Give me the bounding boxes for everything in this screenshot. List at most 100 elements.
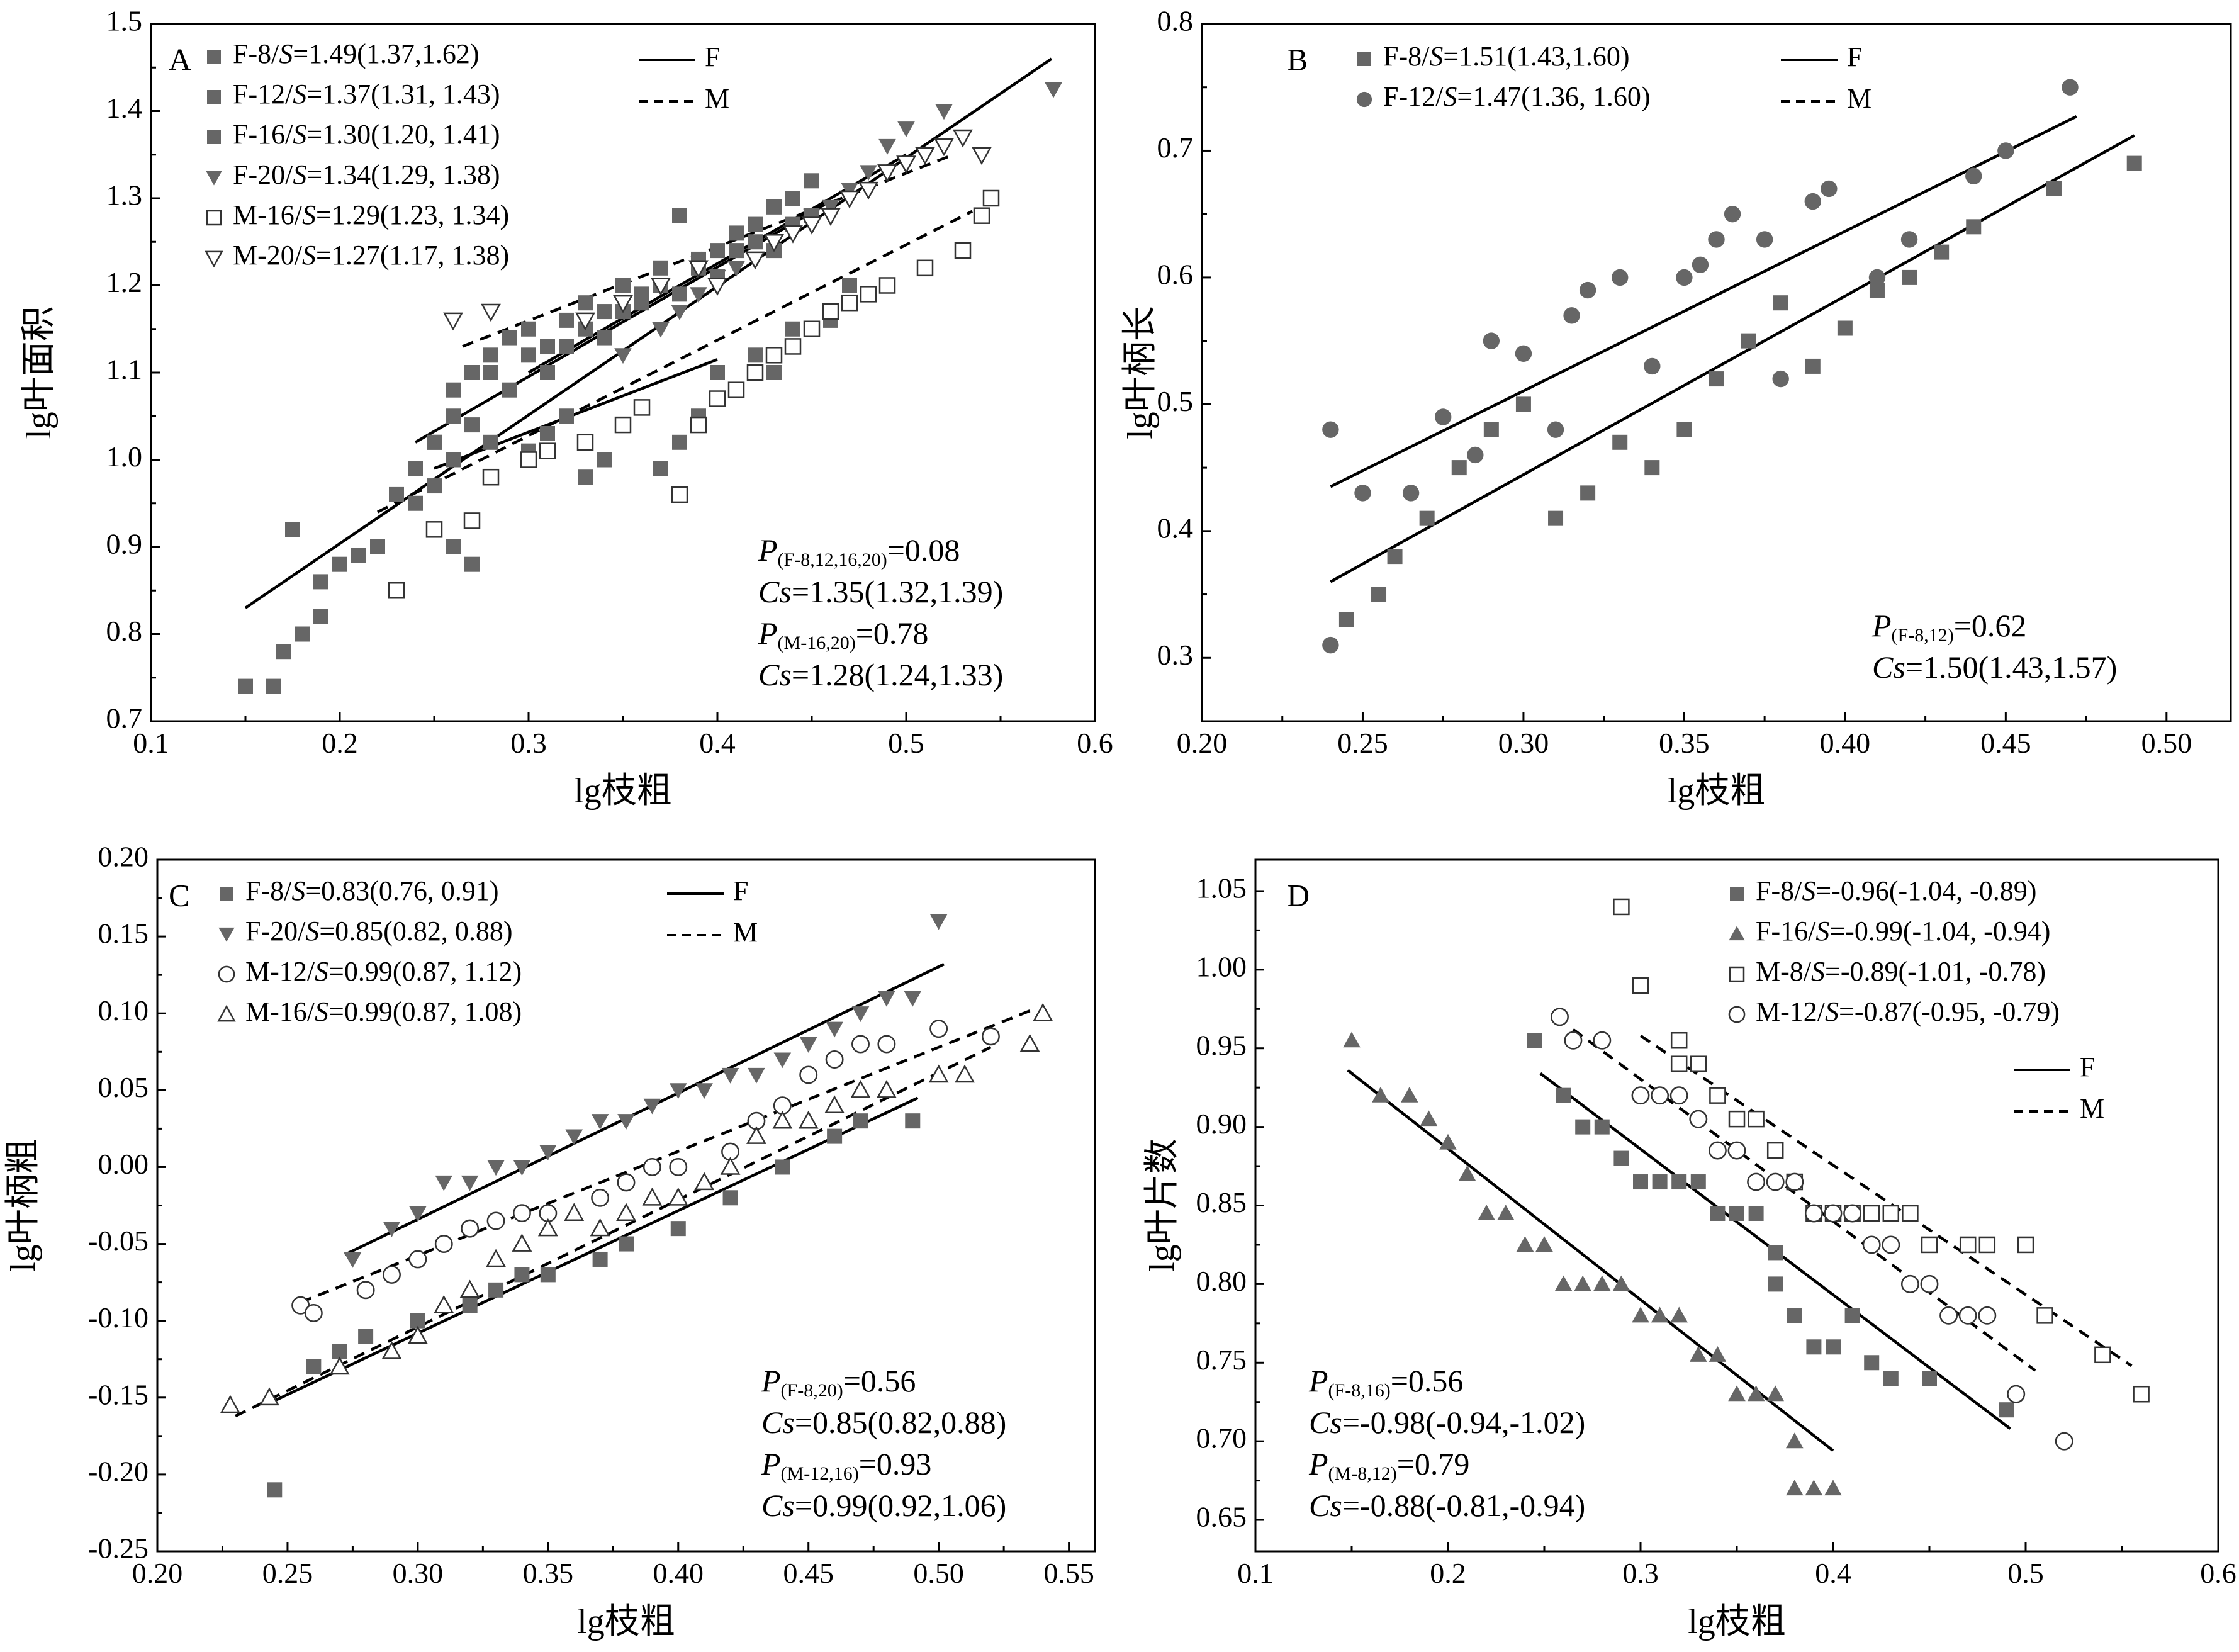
- data-point: [512, 1204, 531, 1223]
- data-point: [634, 286, 649, 302]
- data-point: [878, 138, 896, 155]
- data-point: [459, 1279, 480, 1298]
- data-point: [464, 365, 480, 380]
- data-point: [2126, 155, 2142, 171]
- legend-label: M-8/S=-0.89(-1.01, -0.78): [1756, 956, 2046, 987]
- data-point: [427, 478, 442, 494]
- data-point: [878, 991, 895, 1007]
- data-point: [1644, 460, 1660, 476]
- data-point: [1748, 1205, 1764, 1221]
- x-tick-label: 0.25: [262, 1557, 313, 1589]
- data-point: [463, 512, 481, 529]
- data-point: [486, 1249, 506, 1267]
- data-point: [539, 1144, 557, 1160]
- y-tick-label: 0.95: [1196, 1029, 1247, 1061]
- data-point: [2007, 1385, 2026, 1403]
- data-point: [669, 1083, 687, 1099]
- data-point: [464, 417, 480, 433]
- data-point: [1766, 1385, 1784, 1402]
- x-tick-label: 0.45: [783, 1557, 834, 1589]
- data-point: [851, 1006, 870, 1023]
- stat-cs-value: Cs=0.85(0.82,0.88): [761, 1405, 1006, 1440]
- data-point: [670, 1221, 686, 1237]
- data-point: [2094, 1346, 2111, 1364]
- line-legend: FM: [2014, 1052, 2104, 1124]
- data-point: [929, 914, 948, 930]
- data-point: [614, 416, 632, 434]
- stat-p-subscript: (F-8,16): [1328, 1380, 1391, 1401]
- data-point: [1862, 1235, 1881, 1254]
- legend-label: M-20/S=1.27(1.17, 1.38): [233, 240, 509, 271]
- data-point: [1747, 1385, 1765, 1402]
- data-point: [915, 147, 935, 166]
- legend-marker: [207, 50, 221, 64]
- y-tick-label: 0.85: [1196, 1186, 1247, 1218]
- data-point: [853, 1113, 868, 1129]
- data-point: [443, 312, 463, 331]
- stat-cs-number: =1.50(1.43,1.57): [1905, 649, 2118, 685]
- line-legend-label: M: [1847, 83, 1871, 114]
- data-point: [671, 305, 688, 320]
- y-tick-label: 0.20: [98, 841, 149, 873]
- data-point: [483, 347, 498, 363]
- data-point: [483, 365, 498, 380]
- stat-p-value: P(F-8,20)=0.56: [761, 1363, 916, 1400]
- data-point: [672, 286, 687, 302]
- data-point: [643, 1157, 661, 1176]
- data-point: [388, 582, 405, 599]
- data-point: [1900, 231, 1918, 248]
- y-tick-label: 1.5: [106, 5, 143, 37]
- data-point: [1354, 485, 1371, 502]
- y-tick-label: -0.20: [88, 1455, 149, 1487]
- x-tick-label: 0.5: [888, 727, 924, 759]
- plot-frame: [1201, 23, 2232, 722]
- legend-marker: [220, 887, 233, 901]
- data-point: [642, 1187, 663, 1206]
- data-point: [1747, 1172, 1766, 1191]
- line-legend: FM: [667, 875, 758, 948]
- data-point: [1516, 1236, 1534, 1252]
- data-point: [1420, 1110, 1438, 1127]
- data-point: [1322, 636, 1339, 654]
- data-point: [408, 495, 423, 511]
- legend: F-8/S=0.83(0.76, 0.91) F-20/S=0.85(0.82, …: [217, 875, 522, 1027]
- data-point: [1902, 269, 1917, 285]
- legend-marker: [1728, 1006, 1746, 1023]
- data-point: [540, 1267, 556, 1283]
- panel-b: 0.20 0.25 0.30 0.35 0.40 0.45 0.50 0.3 0.4 0.5 0.6…: [1121, 5, 2232, 811]
- y-tick-label: 1.0: [106, 441, 143, 473]
- legend-marker: [205, 250, 223, 268]
- y-tick-label: -0.05: [88, 1225, 149, 1257]
- x-tick-label: 0.3: [510, 727, 547, 759]
- data-point: [1804, 193, 1821, 210]
- legend-marker: [207, 130, 221, 144]
- data-point: [1690, 1346, 1707, 1362]
- x-axis: 0.20 0.25 0.30 0.35 0.40 0.45 0.50 0.55: [132, 1542, 1094, 1589]
- data-point: [671, 486, 688, 503]
- data-point: [487, 1160, 505, 1176]
- x-tick-label: 0.6: [1077, 727, 1113, 759]
- data-point: [1019, 1033, 1040, 1052]
- data-point: [1612, 434, 1628, 450]
- data-point: [860, 165, 877, 181]
- series-points: [220, 1003, 1053, 1413]
- data-point: [804, 173, 819, 189]
- data-point: [425, 521, 443, 538]
- y-tick-label: 1.4: [106, 92, 143, 124]
- data-point: [427, 434, 442, 450]
- data-point: [1497, 1205, 1515, 1221]
- legend-label: M-12/S=-0.87(-0.95, -0.79): [1756, 996, 2060, 1027]
- x-tick-label: 0.20: [132, 1557, 183, 1589]
- series-points: [388, 189, 1000, 599]
- data-point: [748, 234, 763, 250]
- data-point: [559, 408, 574, 424]
- data-point: [1999, 1402, 2014, 1418]
- data-point: [2036, 1307, 2053, 1324]
- data-point: [1322, 421, 1339, 438]
- data-point: [1837, 320, 1853, 336]
- data-point: [1670, 1055, 1688, 1072]
- data-point: [578, 295, 593, 311]
- data-point: [973, 207, 990, 224]
- data-point: [512, 1233, 532, 1252]
- legend-label: F-8/S=-0.96(-1.04, -0.89): [1756, 875, 2036, 906]
